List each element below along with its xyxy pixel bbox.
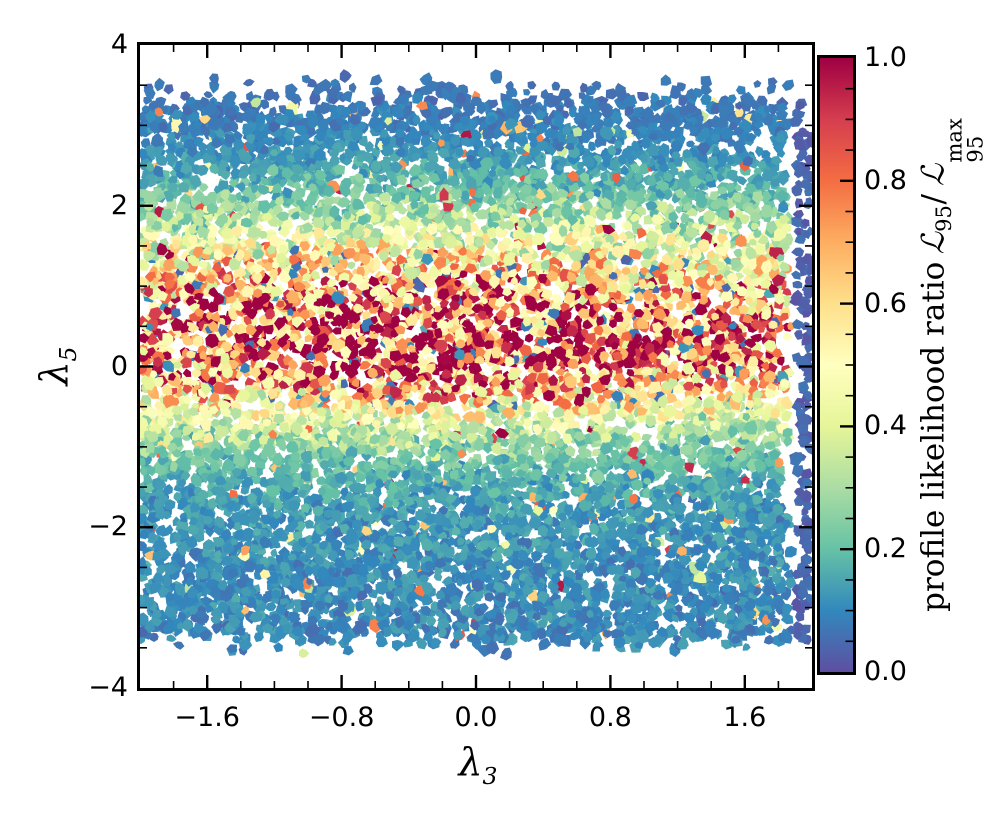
colorbar-tick-label: 0.0 <box>864 656 907 687</box>
plot-area <box>137 42 815 691</box>
x-axis-symbol: λ <box>458 740 483 785</box>
script-L-symbol: ℒ <box>915 231 952 255</box>
y-tick-label: −4 <box>88 672 128 703</box>
colorbar-tick-label: 0.4 <box>864 410 907 442</box>
colorbar-tick-label: 0.2 <box>864 533 907 565</box>
colorbar-tick-label: 0.6 <box>864 287 907 319</box>
x-tick-label: −1.6 <box>174 702 240 733</box>
script-L-max-symbol: ℒ <box>915 163 952 186</box>
y-tick-label: 2 <box>110 189 128 221</box>
y-tick-label: −2 <box>88 511 128 543</box>
superscript-max: max <box>941 118 967 163</box>
script-L-max-scripts: max 95 <box>941 118 988 163</box>
colorbar-title-text: profile likelihood ratio <box>915 261 952 612</box>
colorbar <box>817 55 856 675</box>
y-axis-symbol: λ <box>32 361 77 386</box>
colorbar-canvas <box>820 58 853 672</box>
y-tick-label: 0 <box>110 350 128 382</box>
x-tick-label: 0.0 <box>454 702 498 733</box>
colorbar-tick-label: 0.8 <box>864 164 907 196</box>
colorbar-tick-label: 1.0 <box>864 42 907 73</box>
scatter-canvas <box>140 45 812 688</box>
x-tick-label: −0.8 <box>308 702 375 733</box>
subscript-95: 95 <box>962 135 988 163</box>
script-L-subscript: 95 <box>930 205 956 232</box>
x-tick-label: 0.8 <box>588 702 632 733</box>
slash-symbol: / <box>915 193 952 205</box>
y-axis-subscript: 5 <box>53 346 82 362</box>
x-axis-subscript: 3 <box>482 761 498 790</box>
y-tick-label: 4 <box>110 29 128 60</box>
x-tick-label: 1.6 <box>723 702 767 733</box>
